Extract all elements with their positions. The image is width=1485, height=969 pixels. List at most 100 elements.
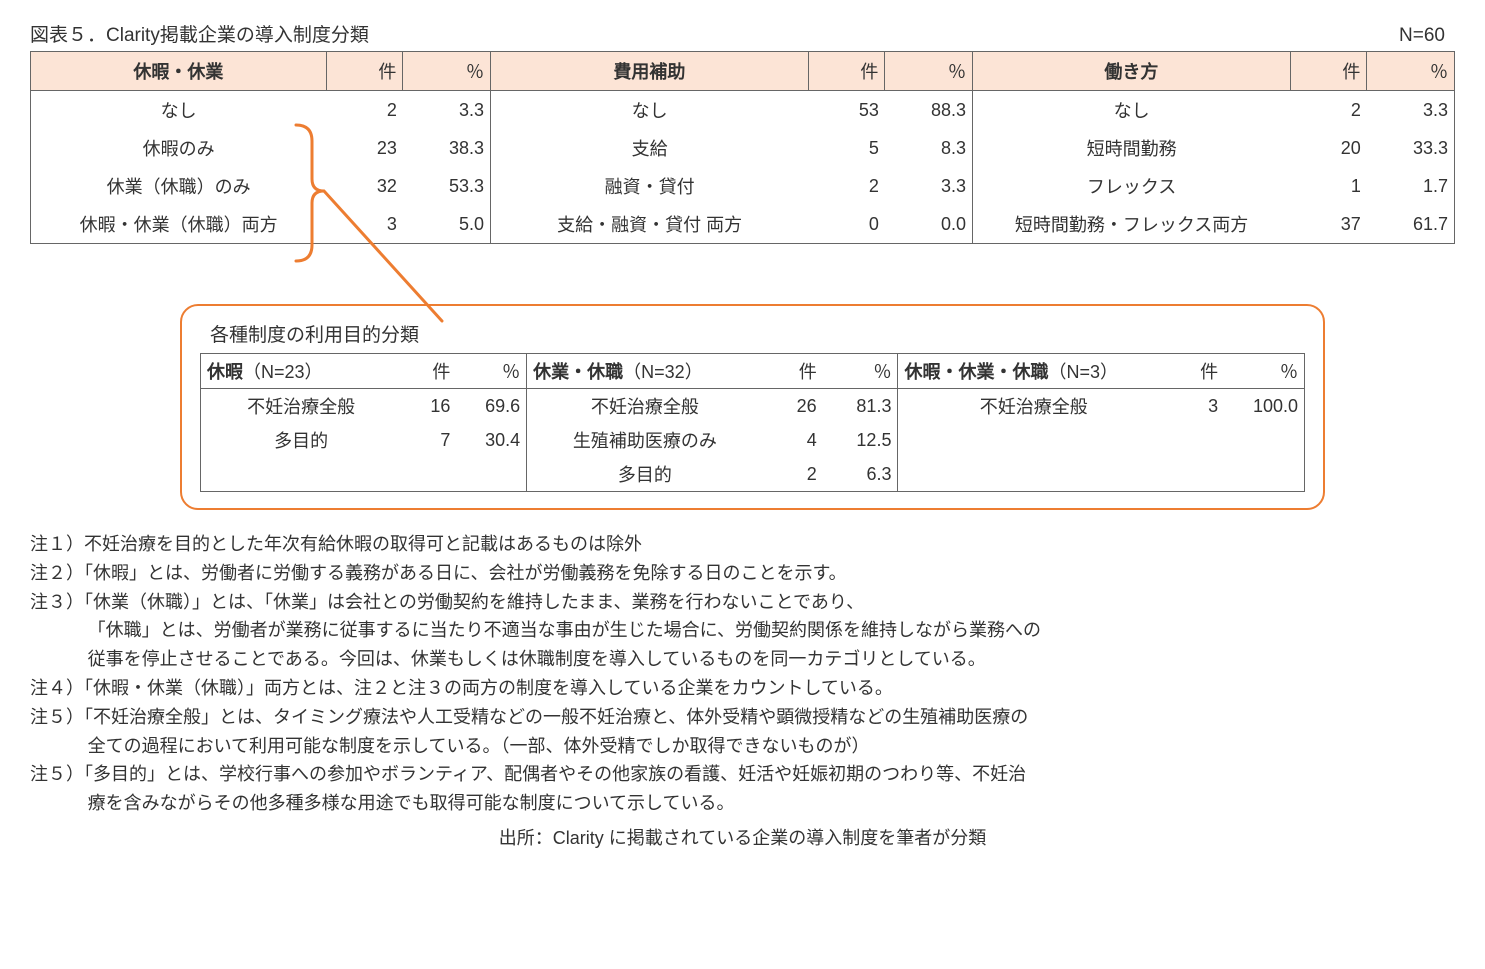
table-cell-pct: 8.3	[885, 129, 973, 167]
main-header-label: 働き方	[973, 52, 1291, 91]
callout-cell-pct: 69.6	[456, 389, 526, 424]
table-cell-count: 32	[326, 167, 403, 205]
col-header-pct: ％	[456, 354, 526, 389]
main-table-container: 休暇・休業件％費用補助件％働き方件％なし23.3なし5388.3なし23.3休暇…	[30, 51, 1455, 244]
note-line: 注１）不妊治療を目的とした年次有給休暇の取得可と記載はあるものは除外	[30, 530, 1455, 559]
note-line: 全ての過程において利用可能な制度を示している。（一部、体外受精でしか取得できない…	[30, 732, 1455, 761]
callout-cell-label	[898, 423, 1169, 457]
note-line: 注５）「不妊治療全般」とは、タイミング療法や人工受精などの一般不妊治療と、体外受…	[30, 703, 1455, 732]
callout-cell-count: 4	[763, 423, 823, 457]
note-line: 注４）「休暇・休業（休職）」両方とは、注２と注３の両方の制度を導入している企業を…	[30, 674, 1455, 703]
callout-cell-pct	[1224, 457, 1304, 492]
callout-cell-count	[1169, 457, 1224, 492]
table-cell-label: 短時間勤務	[973, 129, 1291, 167]
main-table: 休暇・休業件％費用補助件％働き方件％なし23.3なし5388.3なし23.3休暇…	[30, 51, 1455, 244]
col-header-count: 件	[1290, 52, 1367, 91]
table-cell-pct: 33.3	[1367, 129, 1455, 167]
table-cell-label: 休暇のみ	[31, 129, 327, 167]
callout-container: 各種制度の利用目的分類 休暇（N=23）件％休業・休職（N=32）件％休暇・休業…	[180, 304, 1455, 510]
callout-cell-label	[201, 457, 402, 492]
source-line: 出所：Clarity に掲載されている企業の導入制度を筆者が分類	[30, 824, 1455, 850]
note-line: 従事を停止させることである。今回は、休業もしくは休職制度を導入しているものを同一…	[30, 645, 1455, 674]
note-line: 注５）「多目的」とは、学校行事への参加やボランティア、配偶者やその他家族の看護、…	[30, 760, 1455, 789]
col-header-count: 件	[1169, 354, 1224, 389]
table-cell-pct: 3.3	[403, 91, 491, 130]
col-header-pct: ％	[823, 354, 898, 389]
callout-header-label: 休暇・休業・休職（N=3）	[898, 354, 1169, 389]
table-cell-label: 休暇・休業（休職）両方	[31, 205, 327, 244]
col-header-count: 件	[401, 354, 456, 389]
table-cell-pct: 38.3	[403, 129, 491, 167]
main-header-label: 費用補助	[491, 52, 809, 91]
main-header-label: 休暇・休業	[31, 52, 327, 91]
chart-title: 図表５．Clarity掲載企業の導入制度分類	[30, 20, 369, 47]
callout-cell-count: 16	[401, 389, 456, 424]
callout-cell-label: 不妊治療全般	[898, 389, 1169, 424]
callout-cell-count	[401, 457, 456, 492]
table-cell-pct: 5.0	[403, 205, 491, 244]
callout-header-label: 休暇（N=23）	[201, 354, 402, 389]
table-cell-count: 53	[808, 91, 885, 130]
callout-cell-count: 2	[763, 457, 823, 492]
callout-cell-pct: 81.3	[823, 389, 898, 424]
table-cell-pct: 61.7	[1367, 205, 1455, 244]
callout-cell-pct	[1224, 423, 1304, 457]
callout-cell-label: 不妊治療全般	[201, 389, 402, 424]
table-cell-pct: 1.7	[1367, 167, 1455, 205]
table-cell-count: 5	[808, 129, 885, 167]
table-cell-count: 3	[326, 205, 403, 244]
note-line: 療を含みながらその他多種多様な用途でも取得可能な制度について示している。	[30, 789, 1455, 818]
col-header-pct: ％	[403, 52, 491, 91]
col-header-pct: ％	[1367, 52, 1455, 91]
table-cell-pct: 3.3	[1367, 91, 1455, 130]
callout-cell-pct: 12.5	[823, 423, 898, 457]
notes-section: 注１）不妊治療を目的とした年次有給休暇の取得可と記載はあるものは除外注２）「休暇…	[30, 530, 1455, 818]
table-cell-count: 2	[808, 167, 885, 205]
note-line: 注２）「休暇」とは、労働者に労働する義務がある日に、会社が労働義務を免除する日の…	[30, 559, 1455, 588]
col-header-count: 件	[808, 52, 885, 91]
table-cell-label: 支給	[491, 129, 809, 167]
col-header-pct: ％	[1224, 354, 1304, 389]
table-cell-pct: 0.0	[885, 205, 973, 244]
table-cell-count: 0	[808, 205, 885, 244]
n-label: N=60	[1399, 25, 1445, 47]
table-cell-count: 2	[1290, 91, 1367, 130]
table-cell-label: なし	[31, 91, 327, 130]
callout-cell-count: 3	[1169, 389, 1224, 424]
table-cell-count: 20	[1290, 129, 1367, 167]
note-line: 注３）「休業（休職）」とは、「休業」は会社との労働契約を維持したまま、業務を行わ…	[30, 588, 1455, 617]
callout-cell-label: 生殖補助医療のみ	[527, 423, 763, 457]
table-cell-count: 37	[1290, 205, 1367, 244]
table-cell-label: 短時間勤務・フレックス両方	[973, 205, 1291, 244]
note-line: 「休職」とは、労働者が業務に従事するに当たり不適当な事由が生じた場合に、労働契約…	[30, 616, 1455, 645]
table-cell-label: なし	[491, 91, 809, 130]
callout-cell-label: 多目的	[527, 457, 763, 492]
callout-cell-pct: 6.3	[823, 457, 898, 492]
callout-table: 休暇（N=23）件％休業・休職（N=32）件％休暇・休業・休職（N=3）件％不妊…	[200, 353, 1305, 492]
callout-cell-count: 26	[763, 389, 823, 424]
callout-cell-pct: 30.4	[456, 423, 526, 457]
table-cell-pct: 88.3	[885, 91, 973, 130]
callout-cell-count	[1169, 423, 1224, 457]
col-header-pct: ％	[885, 52, 973, 91]
table-cell-count: 1	[1290, 167, 1367, 205]
table-cell-label: 融資・貸付	[491, 167, 809, 205]
table-cell-count: 2	[326, 91, 403, 130]
callout-title: 各種制度の利用目的分類	[210, 320, 1305, 347]
col-header-count: 件	[763, 354, 823, 389]
callout-cell-label: 多目的	[201, 423, 402, 457]
table-cell-pct: 3.3	[885, 167, 973, 205]
callout-cell-pct: 100.0	[1224, 389, 1304, 424]
callout-header-label: 休業・休職（N=32）	[527, 354, 763, 389]
table-cell-count: 23	[326, 129, 403, 167]
table-cell-label: 支給・融資・貸付 両方	[491, 205, 809, 244]
callout-cell-label	[898, 457, 1169, 492]
callout-cell-label: 不妊治療全般	[527, 389, 763, 424]
table-cell-label: フレックス	[973, 167, 1291, 205]
col-header-count: 件	[326, 52, 403, 91]
table-cell-pct: 53.3	[403, 167, 491, 205]
table-cell-label: 休業（休職）のみ	[31, 167, 327, 205]
table-cell-label: なし	[973, 91, 1291, 130]
callout-cell-pct	[456, 457, 526, 492]
callout-box: 各種制度の利用目的分類 休暇（N=23）件％休業・休職（N=32）件％休暇・休業…	[180, 304, 1325, 510]
